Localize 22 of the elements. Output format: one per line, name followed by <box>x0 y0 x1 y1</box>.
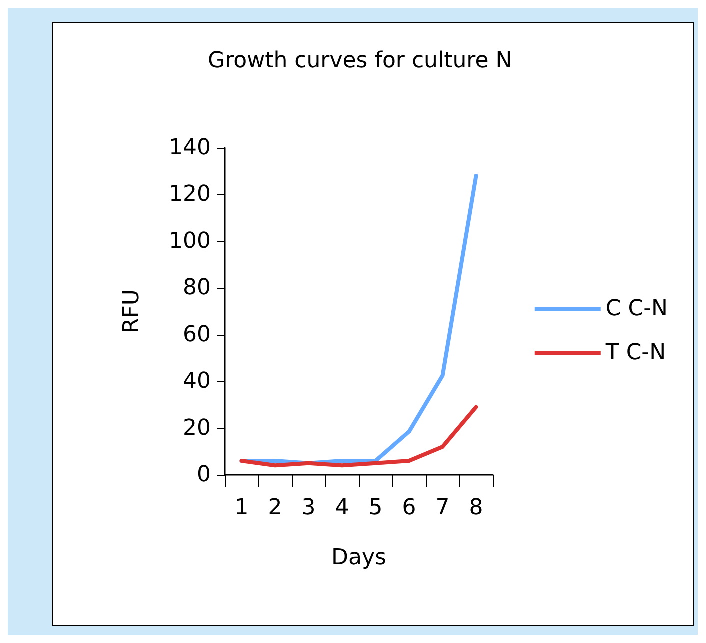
x-tick-label: 1 <box>234 496 249 520</box>
x-tick-label: 5 <box>368 496 383 520</box>
y-tick-label: 40 <box>183 369 211 394</box>
y-axis-title: RFU <box>120 289 144 334</box>
y-tick-label: 80 <box>183 276 211 301</box>
legend-label: T C-N <box>604 340 666 366</box>
y-tick-label: 120 <box>169 182 211 208</box>
y-tick-label: 60 <box>183 322 211 348</box>
y-tick-label: 20 <box>183 416 211 441</box>
chart-title: Growth curves for culture N <box>208 48 512 74</box>
y-tick-label: 0 <box>197 462 211 488</box>
line-series <box>240 405 478 468</box>
y-tick-label: 100 <box>169 228 211 254</box>
y-tick-label: 140 <box>169 136 211 160</box>
legend-label: C C-N <box>606 296 668 322</box>
x-tick-label: 6 <box>402 496 416 520</box>
x-tick-label: 4 <box>335 496 350 520</box>
x-axis-title: Days <box>332 546 386 570</box>
x-tick-label: 8 <box>469 496 484 520</box>
x-tick-label: 7 <box>436 496 450 520</box>
x-tick-label: 2 <box>268 496 282 520</box>
x-tick-label: 3 <box>302 496 316 520</box>
